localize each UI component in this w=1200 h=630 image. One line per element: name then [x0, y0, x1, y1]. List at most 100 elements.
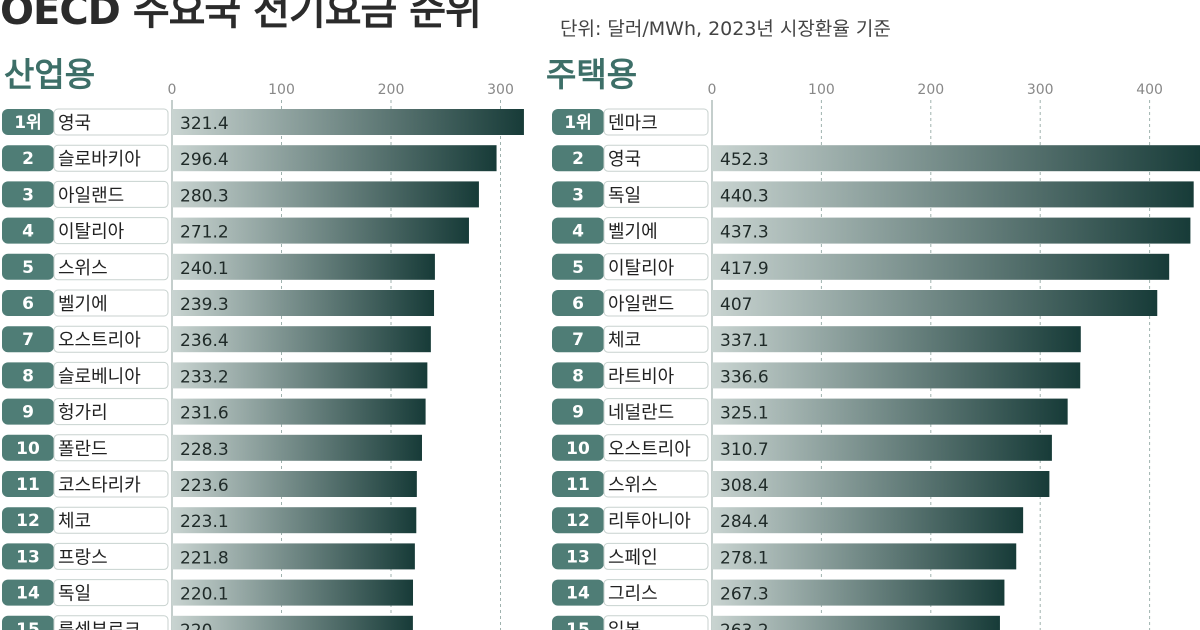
residential-category-label: 스위스: [608, 475, 658, 496]
industrial-bar: [172, 398, 426, 425]
industrial-bar: [172, 326, 431, 353]
residential-bar: [712, 398, 1068, 425]
industrial-tick-label: 200: [378, 82, 405, 98]
residential-rank-badge: [552, 434, 604, 461]
residential-rank-label: 10: [566, 439, 590, 459]
residential-rank-label: 9: [572, 403, 584, 423]
residential-bar: [712, 181, 1194, 208]
industrial-category-label: 헝가리: [58, 403, 108, 424]
residential-rank-badge: [552, 398, 604, 425]
industrial-value-label: 321.4: [180, 114, 229, 134]
residential-category-box: [603, 506, 709, 534]
residential-rank-badge: [552, 579, 604, 606]
residential-rank-badge: [552, 615, 604, 630]
industrial-category-box: [53, 108, 169, 136]
residential-rank-badge: [552, 145, 604, 172]
residential-category-box: [603, 217, 709, 245]
residential-category-box: [603, 361, 709, 389]
industrial-rank-badge: [2, 290, 54, 316]
residential-category-label: 덴마크: [608, 113, 658, 134]
residential-category-label: 영국: [608, 149, 641, 170]
industrial-rank-label: 1위: [14, 113, 41, 133]
residential-category-box: [603, 108, 709, 136]
residential-value-label: 278.1: [720, 548, 769, 568]
industrial-bar: [172, 217, 469, 244]
industrial-category-box: [53, 398, 169, 426]
residential-value-label: 267.3: [720, 585, 769, 605]
industrial-category-label: 룩셈부르크: [58, 620, 141, 630]
industrial-category-label: 오스트리아: [58, 330, 141, 351]
industrial-bar: [172, 145, 497, 172]
residential-bar: [712, 362, 1081, 389]
residential-tick-label: 300: [1027, 82, 1054, 98]
residential-category-label: 벨기에: [608, 222, 658, 243]
residential-bar: [712, 326, 1081, 353]
residential-rank-label: 13: [566, 547, 590, 567]
industrial-rank-label: 9: [22, 403, 34, 423]
residential-value-label: 437.3: [720, 223, 769, 243]
residential-value-label: 325.1: [720, 404, 769, 424]
industrial-rank-label: 11: [16, 475, 40, 495]
industrial-bar: [172, 290, 435, 316]
industrial-bar: [172, 543, 415, 570]
residential-rank-badge: [552, 217, 604, 244]
industrial-value-label: 223.1: [180, 512, 229, 532]
industrial-category-label: 슬로베니아: [58, 366, 141, 387]
industrial-rank-badge: [2, 109, 54, 135]
residential-category-box: [603, 325, 709, 353]
industrial-value-label: 240.1: [180, 259, 229, 279]
residential-category-box: [603, 615, 709, 630]
unit-note: 단위: 달러/MWh, 2023년 시장환율 기준: [560, 18, 891, 40]
residential-rank-badge: [552, 253, 604, 280]
residential-bar: [712, 615, 1000, 630]
residential-rank-label: 8: [572, 366, 584, 386]
industrial-category-label: 영국: [58, 113, 91, 134]
industrial-category-label: 이탈리아: [58, 222, 125, 243]
residential-category-label: 체코: [608, 330, 641, 351]
industrial-category-label: 프랑스: [58, 547, 108, 568]
industrial-category-label: 코스타리카: [58, 475, 141, 496]
residential-bar: [712, 290, 1158, 316]
residential-bar: [712, 434, 1052, 461]
industrial-rank-label: 4: [22, 222, 34, 242]
industrial-rank-badge: [2, 543, 54, 570]
industrial-rank-label: 13: [16, 547, 40, 567]
industrial-tick-label: 100: [268, 82, 295, 98]
residential-category-label: 네덜란드: [608, 403, 674, 424]
industrial-category-label: 벨기에: [58, 294, 108, 315]
residential-rank-label: 11: [566, 475, 590, 495]
industrial-value-label: 233.2: [180, 367, 229, 387]
industrial-bar: [172, 471, 417, 497]
industrial-category-label: 슬로바키아: [58, 149, 141, 170]
residential-value-label: 284.4: [720, 512, 769, 532]
residential-category-box: [603, 398, 709, 426]
residential-rank-badge: [552, 290, 604, 316]
residential-rank-badge: [552, 543, 604, 570]
residential-rank-label: 15: [566, 620, 590, 630]
industrial-rank-label: 3: [22, 185, 34, 205]
residential-rank-label: 2: [572, 149, 584, 169]
residential-rank-badge: [552, 181, 604, 208]
industrial-value-label: 228.3: [180, 440, 229, 460]
residential-category-box: [603, 579, 709, 607]
industrial-category-box: [53, 289, 169, 317]
industrial-category-box: [53, 180, 169, 208]
residential-rank-label: 7: [572, 330, 584, 350]
industrial-value-label: 223.6: [180, 476, 229, 496]
industrial-bar: [172, 579, 414, 606]
residential-category-box: [603, 253, 709, 281]
industrial-category-box: [53, 434, 169, 462]
industrial-rank-label: 12: [16, 511, 40, 531]
industrial-rank-label: 8: [22, 366, 34, 386]
industrial-rank-label: 2: [22, 149, 34, 169]
residential-category-box: [603, 144, 709, 172]
industrial-rank-badge: [2, 507, 54, 534]
residential-value-label: 263.2: [720, 621, 769, 630]
industrial-value-label: 221.8: [180, 548, 229, 568]
industrial-rank-badge: [2, 181, 54, 208]
residential-value-label: 407: [720, 295, 752, 315]
residential-category-box: [603, 434, 709, 462]
industrial-bar: [172, 434, 422, 461]
industrial-category-box: [53, 506, 169, 534]
